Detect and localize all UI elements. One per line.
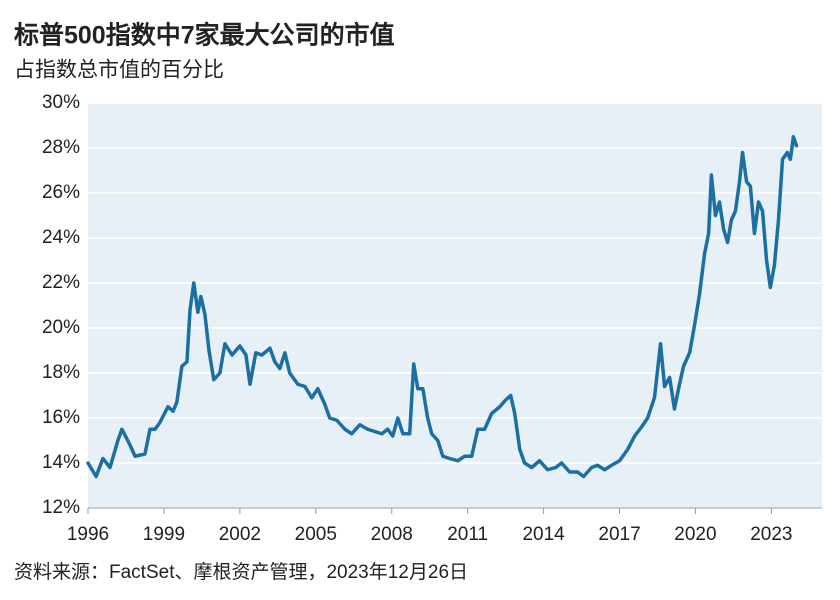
y-tick-label: 14%	[42, 452, 80, 473]
x-tick-label: 2011	[447, 524, 488, 545]
chart-subtitle: 占指数总市值的百分比	[14, 59, 224, 82]
x-tick-label: 2020	[674, 524, 716, 545]
y-tick-label: 28%	[42, 137, 80, 158]
x-tick-label: 2005	[295, 524, 337, 545]
plot-background	[88, 103, 822, 508]
x-tick-label: 2017	[598, 524, 640, 545]
x-tick-label: 2023	[750, 524, 792, 545]
x-tick-label: 1999	[143, 524, 185, 545]
x-tick-label: 1996	[67, 524, 109, 545]
source-note: 资料来源：FactSet、摩根资产管理，2023年12月26日	[14, 561, 468, 583]
y-tick-label: 30%	[42, 92, 80, 113]
x-tick-label: 2014	[522, 524, 565, 545]
chart-title: 标普500指数中7家最大公司的市值	[14, 21, 395, 50]
y-tick-label: 22%	[42, 272, 80, 293]
y-tick-label: 26%	[42, 182, 80, 203]
y-tick-label: 24%	[42, 227, 80, 248]
y-tick-label: 12%	[42, 497, 80, 518]
data-line	[86, 135, 799, 479]
x-tick-label: 2008	[371, 524, 413, 545]
y-tick-label: 20%	[42, 317, 80, 338]
y-tick-label: 18%	[42, 362, 80, 383]
x-tick-label: 2002	[219, 524, 261, 545]
y-tick-label: 16%	[42, 407, 80, 428]
